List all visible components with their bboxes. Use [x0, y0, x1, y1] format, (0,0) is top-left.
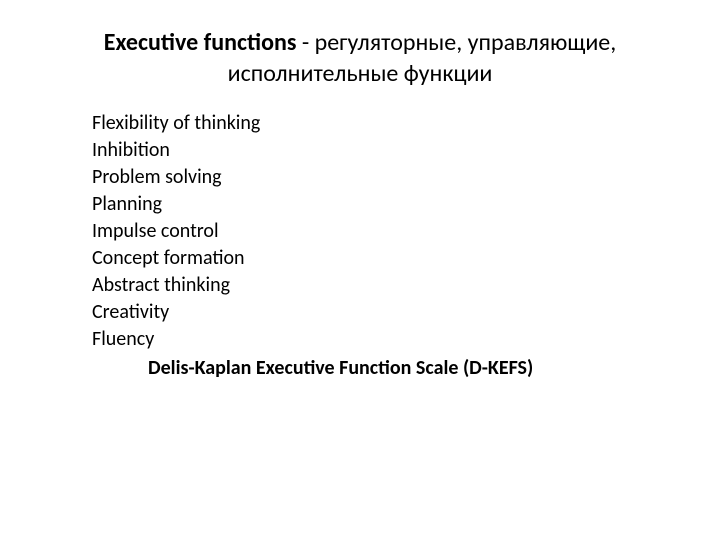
title-block: Executive functions - регуляторные, упра… — [0, 28, 720, 88]
title-regular-text: - регуляторные, управляющие, — [296, 28, 616, 57]
list-item: Concept formation — [92, 245, 720, 272]
list-item: Flexibility of thinking — [92, 110, 720, 137]
list-item: Problem solving — [92, 164, 720, 191]
title-bold-text: Executive functions — [104, 28, 297, 57]
footer-text: Delis-Kaplan Executive Function Scale (D… — [92, 355, 720, 382]
list-item: Creativity — [92, 299, 720, 326]
list-item: Fluency — [92, 326, 720, 353]
function-list: Flexibility of thinking Inhibition Probl… — [0, 110, 720, 382]
list-item: Inhibition — [92, 137, 720, 164]
title-line1: Executive functions - регуляторные, упра… — [60, 28, 660, 57]
list-item: Abstract thinking — [92, 272, 720, 299]
list-item: Planning — [92, 191, 720, 218]
list-item: Impulse control — [92, 218, 720, 245]
slide-container: Executive functions - регуляторные, упра… — [0, 0, 720, 382]
title-line2: исполнительные функции — [60, 59, 660, 88]
